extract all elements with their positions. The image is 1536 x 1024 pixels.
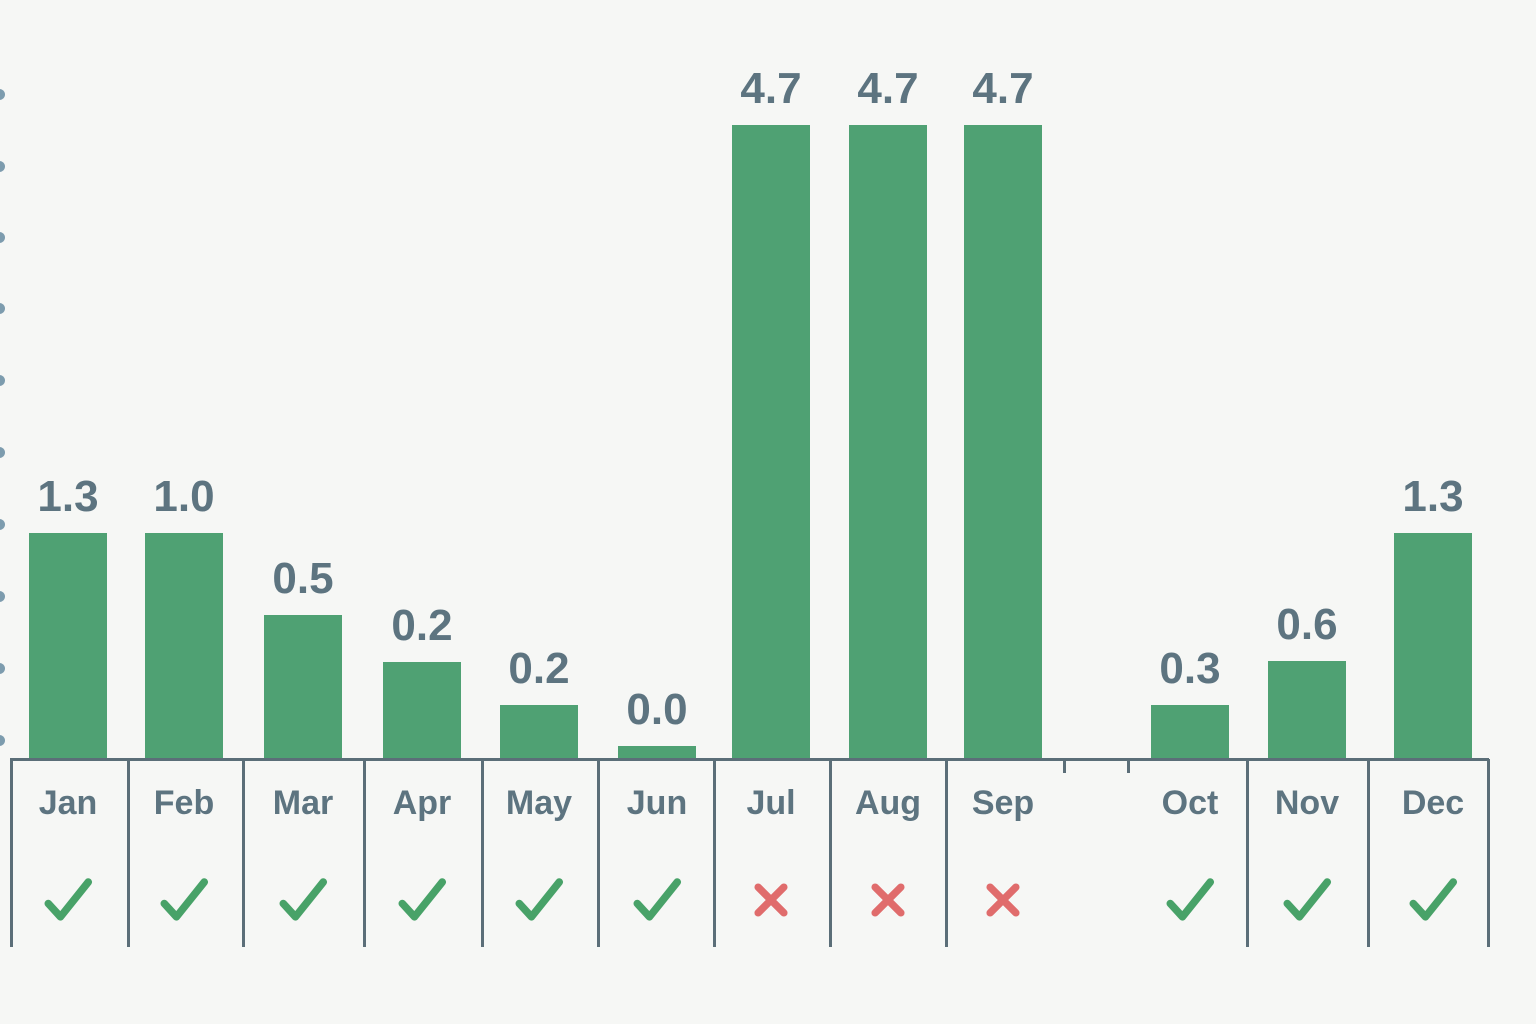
check-icon [633,878,682,921]
bar-aug [849,125,927,759]
status-sep [943,870,1063,930]
bar-value-label: 4.7 [972,64,1034,113]
status-may [479,870,599,930]
bar-value-label: 0.6 [1276,600,1338,649]
column-divider [597,759,600,947]
x-axis-line [10,758,1489,761]
month-label-feb: Feb [153,784,215,822]
month-label-oct: Oct [1161,784,1219,822]
status-feb [124,870,244,930]
y-axis-label-fragment [0,375,5,386]
bar-sep [964,125,1042,759]
month-label-dec: Dec [1401,784,1465,822]
bar-value-label: 4.7 [857,64,919,113]
status-dec [1373,870,1493,930]
check-icon [160,878,209,921]
y-axis-label-fragment [0,519,5,530]
status-jan [8,870,128,930]
bar-nov [1268,661,1346,759]
month-label-may: May [505,784,573,822]
y-axis-label-fragment [0,735,5,746]
month-label-jun: Jun [626,784,688,822]
check-icon [44,878,93,921]
bar-value-label: 0.0 [626,685,688,734]
bar-value-label: 1.3 [37,472,99,521]
axis-minor-tick [1063,759,1066,773]
month-label-aug: Aug [854,784,922,822]
y-axis-label-fragment [0,303,5,314]
bar-may [500,705,578,759]
column-divider [127,759,130,947]
y-axis-label-fragment [0,591,5,602]
month-label-apr: Apr [392,784,452,822]
column-divider [1367,759,1370,947]
status-jun [597,870,717,930]
month-label-nov: Nov [1274,784,1340,822]
month-label-mar: Mar [272,784,334,822]
column-divider [829,759,832,947]
status-nov [1247,870,1367,930]
status-jul [711,870,831,930]
month-label-jan: Jan [38,784,98,822]
check-icon [398,878,447,921]
column-divider [363,759,366,947]
status-oct [1130,870,1250,930]
month-label-jul: Jul [746,784,796,822]
bar-value-label: 1.0 [153,472,215,521]
check-icon [1409,878,1458,921]
status-apr [362,870,482,930]
bar-dec [1394,533,1472,759]
bar-feb [145,533,223,759]
bar-value-label: 0.2 [391,601,453,650]
column-divider [1487,759,1490,947]
status-aug [828,870,948,930]
y-axis-label-fragment [0,232,5,243]
y-axis-label-fragment [0,447,5,458]
bar-apr [383,662,461,759]
x-icon [754,883,788,917]
column-divider [481,759,484,947]
bar-value-label: 0.2 [508,644,570,693]
column-divider [242,759,245,947]
check-icon [279,878,328,921]
check-icon [515,878,564,921]
bar-value-label: 0.3 [1159,644,1221,693]
x-icon [986,883,1020,917]
bar-mar [264,615,342,759]
y-axis-label-fragment [0,663,5,674]
status-mar [243,870,363,930]
x-icon [871,883,905,917]
check-icon [1166,878,1215,921]
bar-jul [732,125,810,759]
bar-value-label: 4.7 [740,64,802,113]
month-label-sep: Sep [971,784,1035,822]
y-axis-label-fragment [0,89,5,100]
bar-jun [618,746,696,759]
column-divider [1246,759,1249,947]
check-icon [1283,878,1332,921]
column-divider [713,759,716,947]
column-divider [945,759,948,947]
column-divider [10,759,13,947]
axis-minor-tick [1127,759,1130,773]
bar-jan [29,533,107,759]
bar-value-label: 1.3 [1402,472,1464,521]
bar-oct [1151,705,1229,759]
y-axis-label-fragment [0,161,5,172]
bar-value-label: 0.5 [272,554,334,603]
